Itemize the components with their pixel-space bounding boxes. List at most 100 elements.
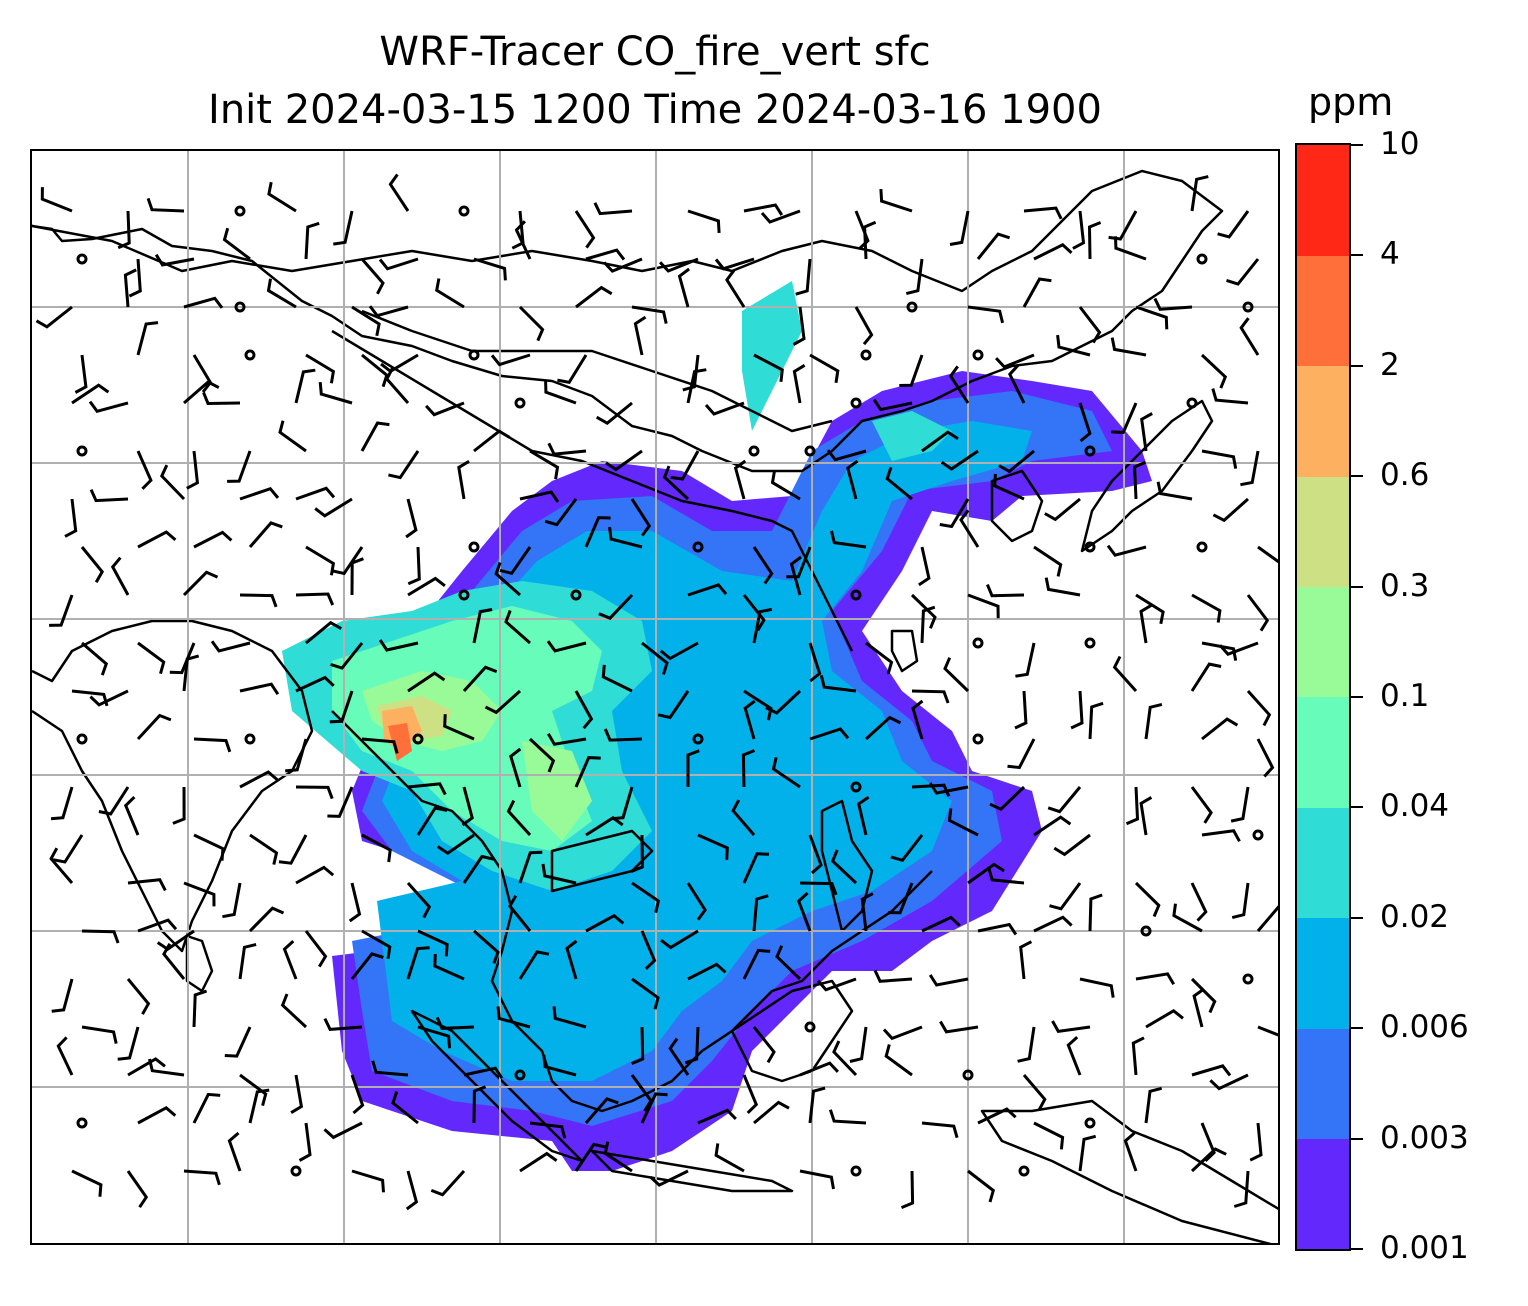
wind-barb (1139, 604, 1153, 644)
wind-barb (528, 737, 556, 773)
wind-barb (742, 594, 766, 632)
wind-barb (977, 922, 1018, 936)
calm-wind-marker (804, 1021, 816, 1033)
wind-barb (1070, 690, 1084, 730)
wind-barb (595, 401, 633, 426)
wind-barb (407, 671, 446, 693)
wind-barb (435, 278, 465, 309)
wind-barb (227, 1131, 242, 1172)
colorbar-segment (1297, 255, 1349, 367)
wind-barb (74, 354, 88, 394)
wind-barb (864, 715, 902, 741)
wind-barb (136, 713, 172, 741)
calm-wind-marker (850, 781, 862, 793)
colorbar-tick-label: 0.02 (1380, 898, 1450, 935)
wind-barb (725, 269, 746, 308)
wind-barb (436, 833, 475, 856)
wind-barb (775, 945, 802, 981)
wind-barb (846, 459, 859, 500)
calm-wind-marker (692, 733, 704, 745)
wind-barb (662, 465, 690, 501)
wind-barb (742, 852, 770, 884)
wind-barb (879, 189, 913, 213)
wind-barb (49, 594, 74, 627)
wind-barb (1217, 210, 1250, 239)
wind-barb (541, 863, 577, 885)
calm-wind-marker (1242, 301, 1254, 313)
wind-barb (733, 459, 747, 500)
colorbar-segment (1297, 586, 1349, 698)
wind-barb (1156, 481, 1193, 501)
calm-wind-marker (1196, 541, 1208, 553)
colorbar-unit: ppm (1308, 80, 1394, 124)
calm-wind-marker (76, 733, 88, 745)
wind-barb (249, 833, 279, 865)
wind-barb (473, 429, 511, 453)
wind-barb (854, 210, 870, 250)
wind-barb (332, 546, 364, 576)
wind-barb (857, 795, 870, 836)
wind-barb (1017, 1026, 1036, 1063)
wind-barb (239, 770, 279, 789)
wind-barb (1078, 402, 1092, 443)
wind-barb (227, 450, 252, 483)
wind-barb (686, 882, 707, 921)
wind-barb (295, 865, 335, 885)
wind-barb (921, 1121, 959, 1139)
wind-barb (295, 486, 336, 501)
colorbar-segment (1297, 697, 1349, 808)
wind-barb (294, 368, 316, 404)
wind-barb (285, 738, 308, 773)
wind-barb (416, 806, 448, 836)
plume-band-9 (388, 723, 412, 761)
wind-barb (388, 450, 420, 480)
wind-barb (565, 939, 578, 980)
colorbar-tick-label: 0.003 (1380, 1119, 1469, 1156)
wind-barb (137, 1105, 177, 1125)
wind-barb (631, 881, 661, 914)
wind-barb (631, 305, 668, 324)
wind-barb (832, 1040, 858, 1077)
wind-barb (792, 364, 806, 404)
wind-barb (1033, 545, 1063, 577)
wind-barb (51, 978, 74, 1013)
wind-barb (378, 257, 419, 271)
wind-barbs (35, 173, 1278, 1211)
wind-barb (601, 664, 633, 693)
wind-barb (248, 521, 283, 548)
calm-wind-marker (1140, 925, 1152, 937)
calm-wind-marker (76, 253, 88, 265)
coastline-borneo (730, 979, 854, 1083)
wind-barb (496, 1006, 531, 1029)
wind-barb (686, 749, 700, 787)
wind-barb (603, 728, 643, 742)
wind-barb (921, 915, 961, 933)
wind-barb (1072, 210, 1086, 250)
wind-barb (202, 391, 241, 406)
wind-barb (574, 1142, 606, 1172)
wind-barb (819, 675, 857, 693)
calm-wind-marker (692, 541, 704, 553)
wind-barb (1200, 1122, 1216, 1162)
wind-barb (1022, 277, 1052, 308)
calm-wind-marker (850, 1165, 862, 1177)
wind-barb (830, 530, 867, 549)
map-panel[interactable] (30, 149, 1280, 1245)
wind-barb (424, 401, 465, 417)
wind-barb (136, 450, 153, 490)
wind-barb (88, 400, 129, 414)
calm-wind-marker (290, 1165, 302, 1177)
wind-barb (940, 449, 979, 471)
calm-wind-marker (468, 541, 480, 553)
colorbar-tick (1351, 1137, 1363, 1140)
wind-barb (888, 882, 914, 915)
wind-barb (742, 1074, 759, 1114)
wind-barb (1066, 1035, 1082, 1076)
wind-barb (473, 929, 500, 964)
wind-barb (193, 530, 233, 549)
colorbar-segment (1297, 145, 1349, 256)
calm-wind-marker (244, 733, 256, 745)
wind-barb (239, 1073, 268, 1106)
wind-barb (504, 609, 531, 645)
wind-barb (162, 942, 186, 980)
